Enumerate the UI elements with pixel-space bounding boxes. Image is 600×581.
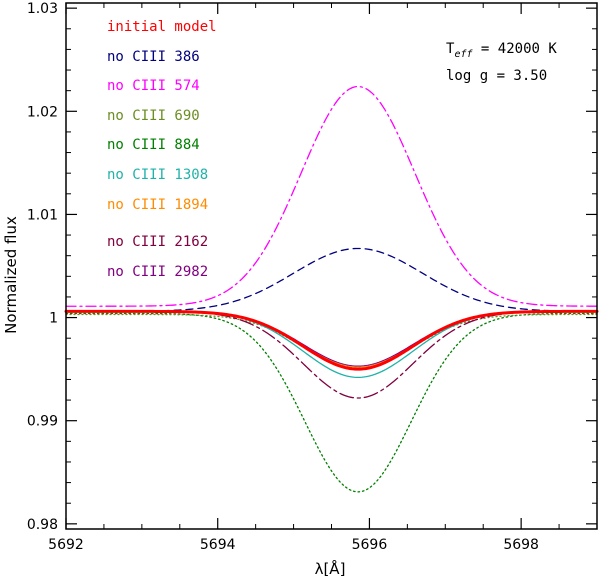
series-line-no-ciii-2982 xyxy=(65,310,598,367)
legend-entry-no-ciii-2162: no CIII 2162 xyxy=(107,234,208,250)
series-line-no-ciii-1894 xyxy=(65,310,598,368)
series-line-initial-model xyxy=(64,309,599,371)
legend-entry-no-ciii-1894: no CIII 1894 xyxy=(107,197,208,213)
ticks-layer: 5692 5694 5696 5698 0.98 0.99 1 1.01 1.02 1.03 xyxy=(27,1,598,553)
x-tick-label: 5698 xyxy=(503,537,539,553)
x-tick-label: 5692 xyxy=(48,537,84,553)
plot-frame xyxy=(65,2,598,530)
legend-entry-no-ciii-574: no CIII 574 xyxy=(107,78,200,94)
teff-symbol: T xyxy=(446,41,455,57)
series-layer xyxy=(64,85,599,493)
legend-entry-no-ciii-690: no CIII 690 xyxy=(107,108,200,124)
y-tick-label: 0.98 xyxy=(27,517,58,533)
y-axis-label: Normalized flux xyxy=(2,216,20,334)
legend: initial model no CIII 386 no CIII 574 no CI… xyxy=(107,19,217,280)
legend-entry-initial-model: initial model xyxy=(107,19,217,35)
legend-entry-no-ciii-884: no CIII 884 xyxy=(107,137,200,153)
series-line-no-ciii-1308 xyxy=(65,310,598,379)
y-tick-label: 0.99 xyxy=(27,414,58,430)
series-line-no-ciii-884 xyxy=(65,312,598,493)
y-tick-label: 1.02 xyxy=(27,104,58,120)
teff-value: = 42000 K xyxy=(473,41,558,57)
series-line-no-ciii-574 xyxy=(65,85,598,307)
legend-entry-no-ciii-2982: no CIII 2982 xyxy=(107,264,208,280)
y-tick-label: 1 xyxy=(49,311,58,327)
logg-annotation: log g = 3.50 xyxy=(446,68,547,84)
series-line-no-ciii-2162 xyxy=(65,310,598,399)
legend-entry-no-ciii-1308: no CIII 1308 xyxy=(107,167,208,183)
y-tick-label: 1.01 xyxy=(27,207,58,223)
teff-annotation: Teff = 42000 K xyxy=(446,41,557,60)
x-tick-label: 5694 xyxy=(200,537,236,553)
x-axis-label: λ[Å] xyxy=(315,559,346,578)
legend-entry-no-ciii-386: no CIII 386 xyxy=(107,49,200,65)
y-tick-label: 1.03 xyxy=(27,1,58,17)
teff-subscript: eff xyxy=(454,49,473,60)
x-tick-label: 5696 xyxy=(352,537,388,553)
